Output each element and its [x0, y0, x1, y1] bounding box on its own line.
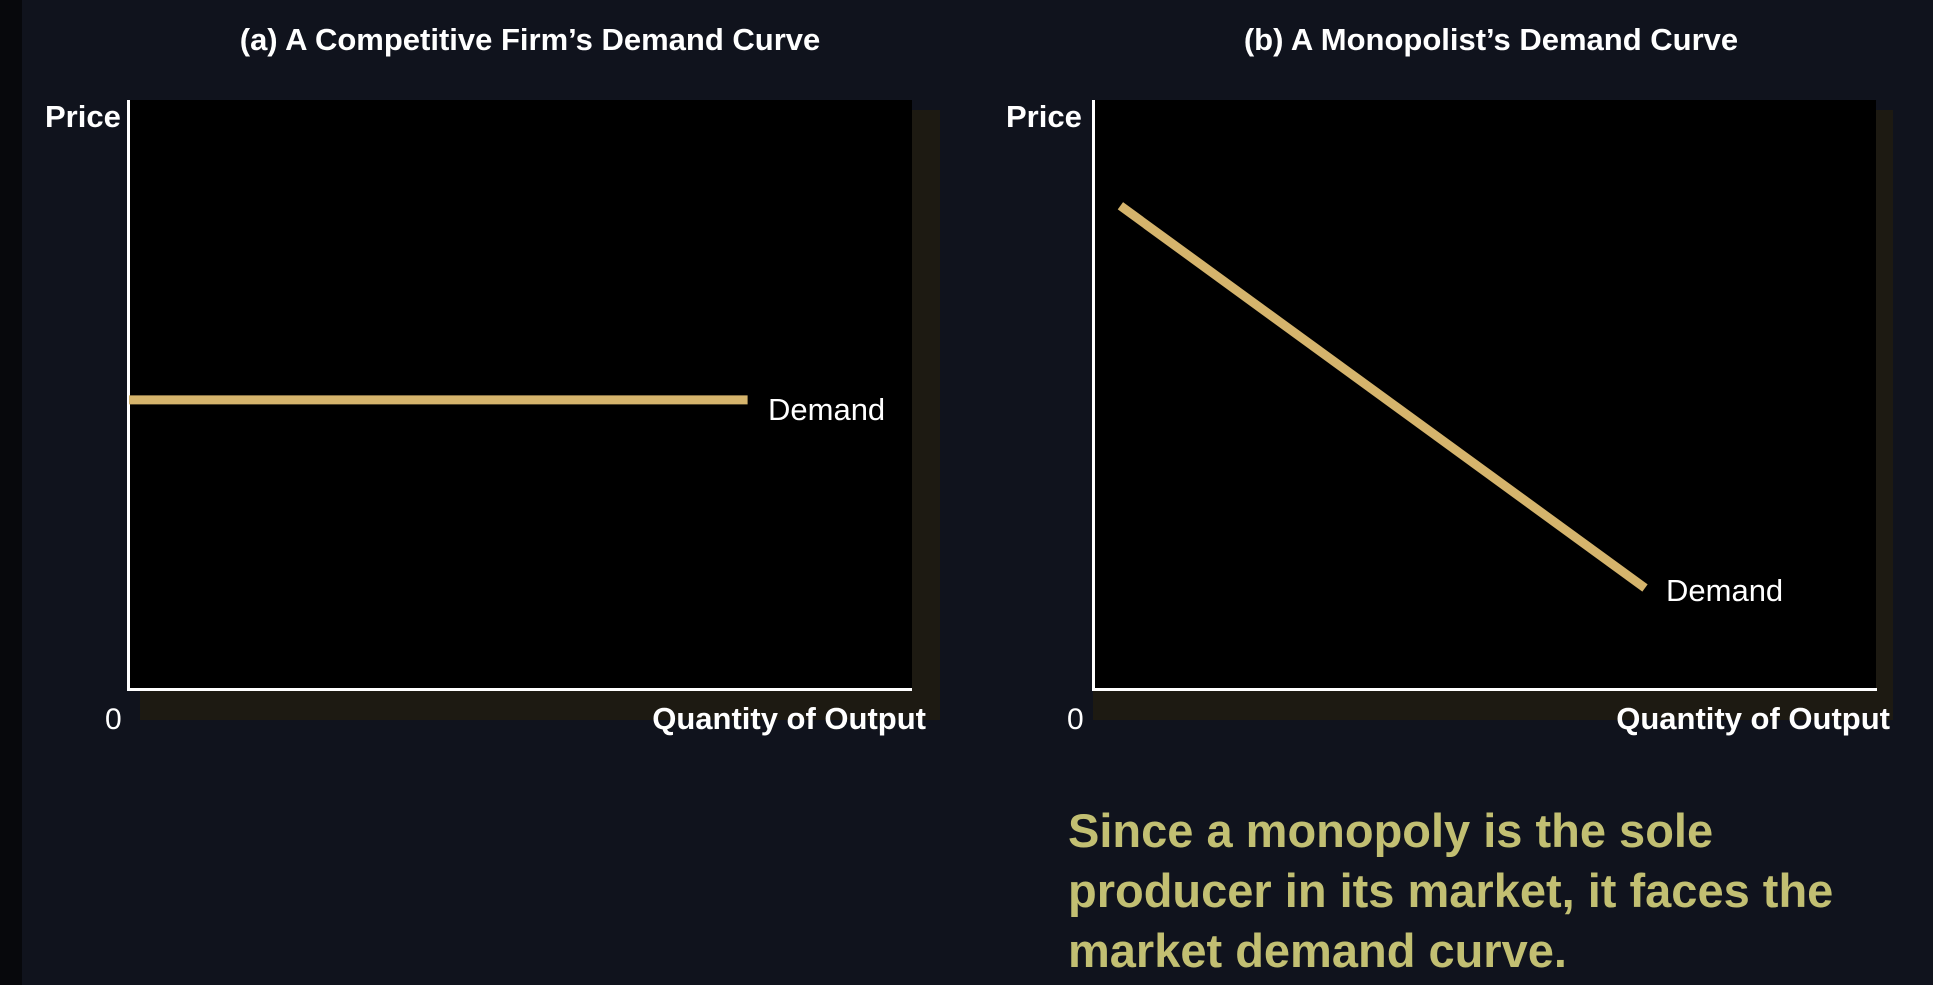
chart-title: (a) A Competitive Firm’s Demand Curve	[239, 22, 821, 57]
y-axis-label: Price	[1006, 99, 1082, 134]
demand-curve-svg	[1117, 202, 1648, 592]
x-axis	[127, 688, 912, 691]
origin-label: 0	[1067, 703, 1084, 736]
chart-panel-competitive: (a) A Competitive Firm’s Demand Curve Pr…	[0, 0, 966, 760]
chart-panel-monopolist: (b) A Monopolist’s Demand Curve Price 0 …	[962, 0, 1928, 760]
slide-left-edge	[0, 0, 22, 985]
demand-curve-line	[1117, 202, 1648, 592]
y-axis	[127, 100, 130, 691]
plot-area	[1093, 100, 1876, 689]
slide-caption: Since a monopoly is the sole producer in…	[1068, 804, 1834, 977]
y-axis	[1092, 100, 1095, 691]
chart-title: (b) A Monopolist’s Demand Curve	[1243, 22, 1739, 57]
x-axis-label: Quantity of Output	[652, 701, 926, 736]
demand-curve-svg	[129, 395, 748, 405]
x-axis	[1092, 688, 1877, 691]
x-axis-label: Quantity of Output	[1616, 701, 1890, 736]
origin-label: 0	[105, 703, 122, 736]
series-label-demand: Demand	[768, 392, 886, 427]
plot-area	[129, 100, 912, 689]
y-axis-label: Price	[45, 99, 121, 134]
series-label-demand: Demand	[1666, 573, 1784, 608]
